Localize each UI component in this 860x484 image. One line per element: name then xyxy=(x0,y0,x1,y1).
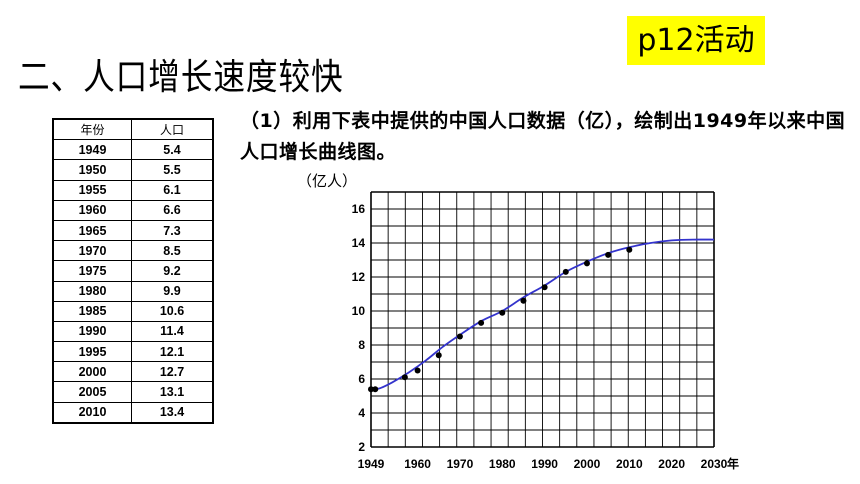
population-cell: 7.3 xyxy=(131,219,214,242)
population-cell: 6.1 xyxy=(131,179,214,201)
x-tick-label: 1970 xyxy=(447,457,474,471)
data-point xyxy=(605,251,612,258)
table-row: 1960 6.6 xyxy=(52,199,214,221)
x-tick-label: 2030 xyxy=(701,457,728,471)
x-tick-label: 1949 xyxy=(358,457,385,471)
chart-grid xyxy=(370,191,715,448)
x-tick-label: 1960 xyxy=(404,457,431,471)
y-tick-label: 8 xyxy=(358,338,365,352)
population-table: 年份 人口 1949 5.4 1950 5.5 1955 6.1 1960 6.6 1965 7.… xyxy=(52,118,214,424)
data-points-layer xyxy=(368,246,633,393)
table-row: 1970 8.5 xyxy=(52,240,214,262)
data-point xyxy=(414,367,421,374)
data-point xyxy=(456,333,463,340)
population-cell: 11.4 xyxy=(131,320,214,343)
y-tick-label: 16 xyxy=(352,202,366,216)
activity-badge: p12活动 xyxy=(627,16,765,65)
population-cell: 10.6 xyxy=(131,300,214,322)
x-tick-label: 1990 xyxy=(531,457,558,471)
y-tick-label: 2 xyxy=(358,440,365,454)
y-tick-labels: 2 4 6 8 10 12 14 16 xyxy=(352,202,366,454)
y-tick-label: 12 xyxy=(352,270,366,284)
instruction-text: （1）利用下表中提供的中国人口数据（亿），绘制出1949年以来中国人口增长曲线图… xyxy=(240,110,846,163)
table-body: 1949 5.4 1950 5.5 1955 6.1 1960 6.6 1965 7.3 1970 8… xyxy=(52,139,214,424)
table-row: 1955 6.1 xyxy=(52,179,214,201)
data-point xyxy=(401,374,408,381)
data-point xyxy=(499,309,506,316)
x-tick-label: 2020 xyxy=(658,457,685,471)
population-cell: 13.1 xyxy=(131,381,214,403)
year-cell: 1965 xyxy=(52,219,132,242)
data-point xyxy=(372,386,379,393)
table-row: 2005 13.1 xyxy=(52,381,214,403)
trend-line-layer xyxy=(370,238,715,391)
year-cell: 1970 xyxy=(52,240,132,262)
year-cell: 1995 xyxy=(52,341,132,363)
x-tick-label: 2000 xyxy=(574,457,601,471)
data-point xyxy=(562,268,569,275)
table-row: 1965 7.3 xyxy=(52,219,214,242)
year-cell: 2005 xyxy=(52,381,132,403)
data-point xyxy=(478,319,485,326)
y-tick-label: 10 xyxy=(352,304,366,318)
data-point xyxy=(583,260,590,267)
slide-title: 二、人口增长速度较快 xyxy=(18,57,344,98)
y-tick-label: 4 xyxy=(358,406,365,420)
table-row: 1949 5.4 xyxy=(52,139,214,161)
year-cell: 1960 xyxy=(52,199,132,221)
year-cell: 2010 xyxy=(52,401,132,424)
y-tick-label: 6 xyxy=(358,372,365,386)
table-row: 1980 9.9 xyxy=(52,280,214,302)
table-row: 1975 9.2 xyxy=(52,260,214,282)
data-point xyxy=(626,246,633,253)
x-tick-label: 1980 xyxy=(489,457,516,471)
table-row: 1950 5.5 xyxy=(52,159,214,181)
y-tick-label: 14 xyxy=(352,236,366,250)
x-tick-label: 2010 xyxy=(616,457,643,471)
data-point xyxy=(520,297,527,304)
data-point xyxy=(368,386,374,393)
x-tick-labels: 1949 1960 1970 1980 1990 2000 2010 2020 2030 年 xyxy=(358,456,739,471)
x-axis-unit: 年 xyxy=(727,456,739,471)
y-axis-label: （亿人） xyxy=(297,172,357,190)
population-cell: 6.6 xyxy=(131,199,214,221)
data-point xyxy=(435,352,442,359)
table-row: 2010 13.4 xyxy=(52,401,214,424)
population-trend-line xyxy=(370,238,715,391)
year-cell: 1975 xyxy=(52,260,132,282)
data-point xyxy=(541,284,548,291)
year-cell: 1950 xyxy=(52,159,132,181)
population-cell: 12.7 xyxy=(131,361,214,383)
table-row: 1985 10.6 xyxy=(52,300,214,322)
population-cell: 13.4 xyxy=(131,401,214,424)
